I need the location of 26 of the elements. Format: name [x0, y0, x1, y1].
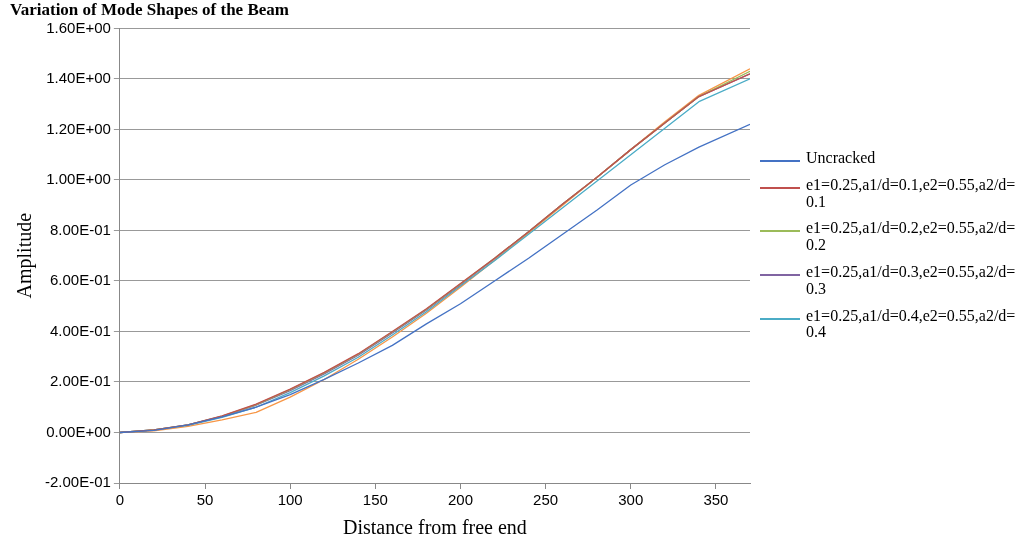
x-tick-label: 200 [447, 491, 473, 509]
legend-label: e1=0.25,a1/d=0.4,e2=0.55,a2/d=0.4 [806, 306, 1017, 342]
y-tick-label: 1.00E+00 [46, 170, 111, 188]
x-tick-label: 0 [115, 491, 125, 509]
chart-title: Variation of Mode Shapes of the Beam [10, 0, 289, 19]
legend-label: e1=0.25,a1/d=0.3,e2=0.55,a2/d=0.3 [806, 262, 1017, 298]
x-axis-title: Distance from free end [343, 516, 527, 539]
x-tick-label: 150 [362, 491, 388, 509]
legend-label: e1=0.25,a1/d=0.2,e2=0.55,a2/d=0.2 [806, 219, 1017, 254]
y-axis-title: Amplitude [13, 212, 37, 299]
x-tick-label: 300 [618, 491, 644, 509]
x-tick-label: 100 [277, 491, 303, 509]
y-tick-label: 1.60E+00 [46, 18, 111, 36]
y-tick-label: 8.00E-01 [49, 220, 111, 238]
y-tick-label: -2.00E-01 [45, 473, 111, 491]
x-tick-label: 250 [533, 491, 559, 509]
x-tick-label: 350 [703, 491, 729, 509]
legend-label: e1=0.25,a1/d=0.1,e2=0.55,a2/d=0.1 [806, 175, 1017, 211]
y-tick-label: 0.00E+00 [46, 422, 111, 440]
y-tick-label: 6.00E-01 [49, 271, 111, 289]
y-tick-label: 1.40E+00 [46, 69, 111, 87]
y-tick-label: 1.20E+00 [46, 119, 111, 137]
y-tick-label: 2.00E-01 [49, 372, 111, 390]
y-tick-label: 4.00E-01 [49, 321, 111, 339]
legend-label: Uncracked [806, 149, 877, 167]
x-tick-label: 50 [196, 491, 214, 509]
